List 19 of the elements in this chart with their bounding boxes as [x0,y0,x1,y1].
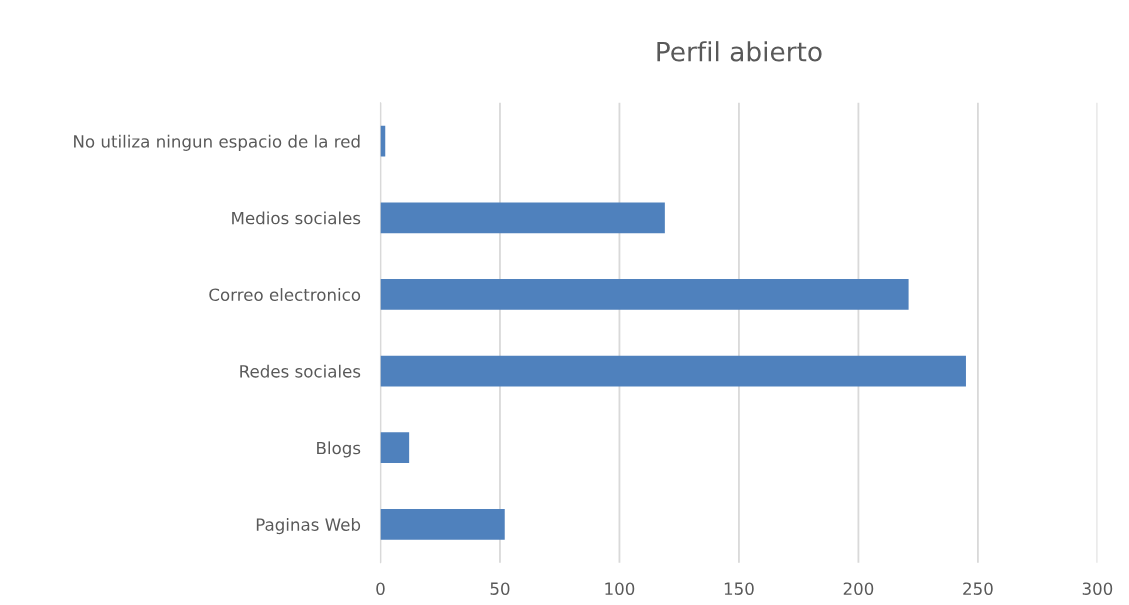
y-tick-label: No utiliza ningun espacio de la red [74,134,360,151]
bar [380,279,909,310]
x-tick-label: 150 [724,582,754,595]
y-tick-label: Medios sociales [232,211,361,225]
bar [380,202,665,234]
x-tick-label: 200 [843,582,874,595]
chart-title: Perfil abierto [657,41,822,62]
bar [380,509,505,540]
bar [380,432,410,464]
y-tick-label: Blogs [317,441,361,458]
bar [380,355,966,387]
y-tick-label: Correo electronico [209,288,361,301]
x-tick-label: 250 [963,582,993,595]
y-tick-label: Paginas Web [256,518,361,535]
y-tick-label: Redes sociales [240,364,361,378]
x-tick-label: 100 [605,582,635,595]
x-tick-label: 300 [1082,582,1113,595]
x-tick-label: 0 [376,582,385,595]
x-tick-label: 50 [490,582,510,595]
